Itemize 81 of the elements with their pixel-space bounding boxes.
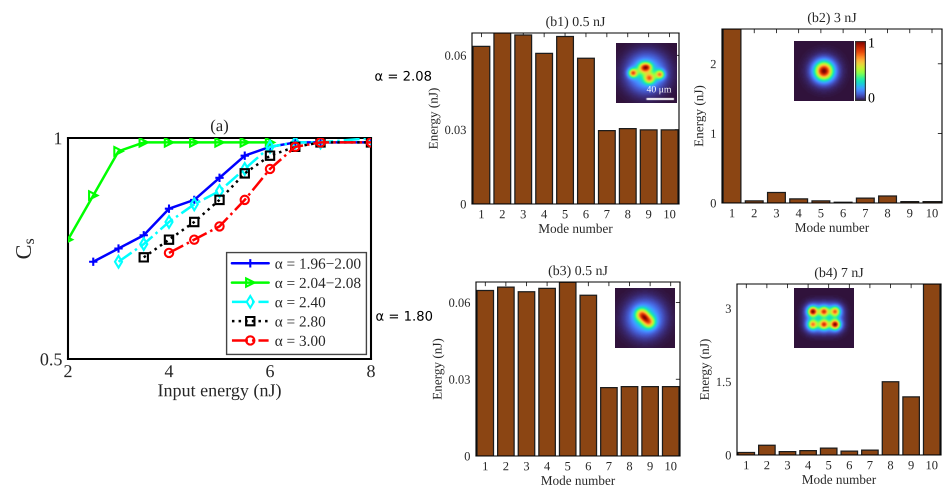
x-tick-label: 8 [888,460,894,470]
x-tick-label: 3 [774,208,780,218]
y-tick-label: 3 [726,304,731,313]
x-axis-title: Mode number [802,474,876,484]
y-tick-label: 2 [710,60,716,68]
x-tick-label: 2 [752,208,757,218]
y-tick-label: 0.5 [40,353,62,366]
x-tick-label: 1 [483,462,488,470]
y-tick-label: 0 [460,200,466,208]
x-axis-title: Mode number [795,222,870,232]
x-tick-label: 7 [868,461,873,470]
x-tick-label: 4 [805,461,812,470]
y-tick-label: 1.5 [716,378,731,386]
y-axis-title: Energy (nJ) [432,338,444,400]
x-tick-label: 2 [764,460,770,470]
x-tick-label: 10 [926,460,938,470]
y-tick-label: 0.03 [445,126,466,134]
x-tick-label: 3 [520,210,526,218]
x-tick-label: 7 [606,462,612,470]
y-axis-title: Energy (nJ) [428,88,440,149]
x-tick-label: 9 [647,462,653,470]
y-axis-title: C$_{s}$ [16,238,34,258]
y-axis-title: Energy (nJ) [700,339,712,400]
y-tick-label: 0 [710,199,716,208]
y-tick-label: 0 [464,452,470,460]
annotation: 40 μm [646,86,672,94]
x-tick-label: 9 [908,460,914,470]
y-tick-label: 0.06 [449,298,470,307]
x-tick-label: 5 [826,461,832,470]
chart-title: (a) [210,119,228,135]
x-tick-label: 4 [544,462,550,470]
x-tick-label: 6 [583,210,589,218]
legend-label: α = 2.80 [275,316,326,327]
x-tick-label: 9 [646,210,652,218]
x-tick-label: 10 [664,210,676,218]
x-tick-label: 6 [846,460,852,470]
annotation: 0 [868,93,874,102]
x-tick-label: 8 [367,365,375,378]
legend-label: α = 2.04−2.08 [275,278,360,288]
chart-title: (b4) 7 nJ [814,267,864,280]
text: α = 1.80 [376,310,432,321]
x-tick-label: 4 [541,210,548,218]
x-tick-label: 8 [625,210,630,218]
x-tick-label: 6 [840,208,846,218]
text: α = 2.08 [375,70,432,81]
chart-title: (b2) 3 nJ [808,12,856,26]
x-tick-label: 2 [500,210,505,218]
x-tick-label: 8 [626,462,632,470]
x-tick-label: 3 [524,462,530,470]
y-tick-label: 0.03 [449,375,470,384]
y-axis-title: Energy (nJ) [694,86,706,146]
x-tick-label: 10 [666,462,676,470]
x-tick-label: 3 [784,460,790,470]
x-tick-label: 4 [164,365,174,378]
x-axis-title: Mode number [541,476,616,485]
chart-title: (b1) 0.5 nJ [546,16,606,30]
y-tick-label: 0.06 [445,51,466,60]
x-tick-label: 5 [565,462,570,470]
x-axis-title: Input energy (nJ) [158,384,281,400]
x-tick-label: 10 [926,208,938,218]
x-axis-title: Mode number [538,224,613,233]
x-tick-label: 2 [64,365,72,378]
y-tick-label: 1 [711,129,716,138]
x-tick-label: 6 [586,462,592,470]
y-tick-label: 0 [726,451,731,460]
x-tick-label: 1 [744,460,749,470]
legend-label: α = 2.40 [275,297,326,308]
x-tick-label: 8 [884,208,890,218]
x-tick-label: 7 [604,210,610,218]
x-tick-label: 9 [907,208,912,218]
x-tick-label: 6 [266,365,274,378]
legend-label: α = 3.00 [275,336,326,346]
x-tick-label: 5 [818,209,824,218]
chart-title: (b3) 0.5 nJ [548,265,608,278]
x-tick-label: 5 [562,210,568,218]
annotation: 1 [869,38,874,48]
x-tick-label: 7 [863,209,868,218]
x-tick-label: 4 [796,209,802,218]
legend-label: α = 1.96−2.00 [275,258,360,269]
x-tick-label: 2 [503,462,508,470]
x-tick-label: 1 [479,210,484,218]
